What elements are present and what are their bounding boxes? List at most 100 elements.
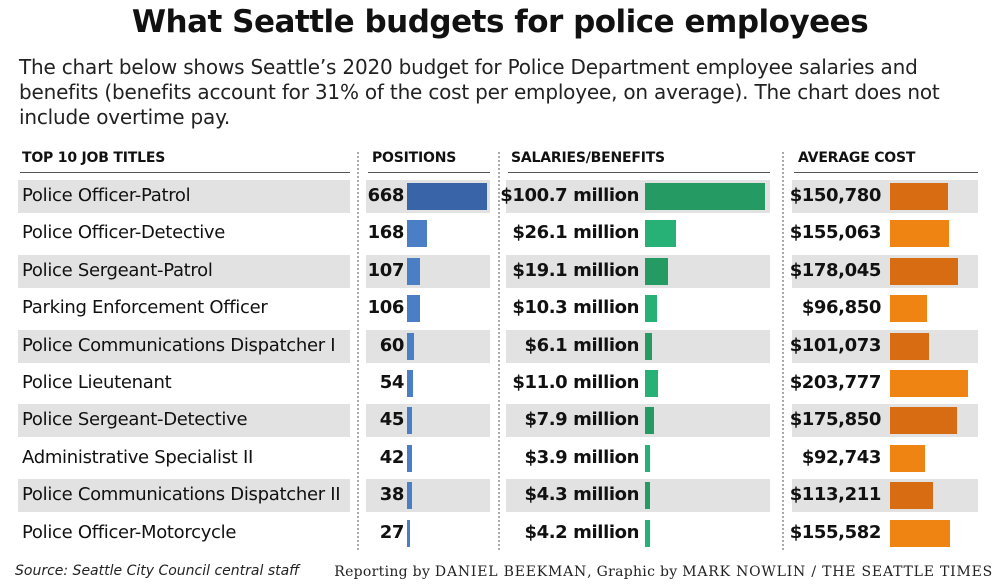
row-shade bbox=[506, 479, 770, 513]
average-cost-bar bbox=[890, 482, 934, 510]
table-row: Parking Enforcement Officer 106 $10.3 mill… bbox=[0, 290, 1000, 327]
row-shade bbox=[792, 329, 978, 363]
column-divider bbox=[498, 152, 500, 550]
average-cost-bar bbox=[890, 257, 959, 285]
average-cost-value: $203,777 bbox=[789, 372, 882, 393]
average-cost-value: $155,582 bbox=[789, 521, 882, 543]
credit-outlet: / THE SEATTLE TIMES bbox=[806, 564, 993, 580]
table-row: Police Sergeant-Patrol 107 $19.1 million $1… bbox=[0, 253, 1000, 290]
job-title-label: Police Officer-Motorcycle bbox=[22, 521, 237, 543]
positions-value: 107 bbox=[367, 259, 405, 281]
credit-designer: MARK NOWLIN bbox=[682, 564, 807, 580]
table-row: Police Sergeant-Detective 45 $7.9 million $… bbox=[0, 402, 1000, 439]
table-row: Administrative Specialist II 42 $3.9 milli… bbox=[0, 440, 1000, 477]
average-cost-bar bbox=[890, 183, 948, 210]
positions-bar bbox=[407, 332, 415, 360]
table-row: Police Officer-Detective 168 $26.1 million… bbox=[0, 215, 1000, 252]
column-divider bbox=[782, 152, 784, 550]
positions-bar bbox=[407, 257, 420, 285]
row-shade bbox=[18, 254, 350, 288]
average-cost-value: $175,850 bbox=[789, 409, 882, 431]
row-shade bbox=[366, 329, 490, 363]
average-cost-value: $101,073 bbox=[789, 334, 882, 356]
positions-value: 54 bbox=[379, 372, 405, 393]
positions-bar bbox=[407, 444, 413, 472]
salaries-value: $100.7 million bbox=[500, 185, 639, 206]
average-cost-bar bbox=[890, 332, 929, 360]
job-title-label: Police Officer-Detective bbox=[22, 222, 226, 244]
chart-subtitle: The chart below shows Seattle’s 2020 bud… bbox=[19, 55, 940, 129]
job-title-label: Police Communications Dispatcher I bbox=[22, 334, 336, 356]
row-shade bbox=[18, 479, 350, 513]
table-row: Police Officer-Patrol 668 $100.7 million $1… bbox=[0, 178, 1000, 215]
positions-value: 668 bbox=[367, 185, 405, 206]
average-cost-value: $96,850 bbox=[801, 297, 882, 319]
row-shade bbox=[18, 404, 350, 438]
salaries-bar bbox=[645, 407, 655, 435]
average-cost-bar bbox=[890, 295, 928, 323]
row-shade bbox=[18, 180, 350, 213]
salaries-value: $26.1 million bbox=[512, 222, 639, 244]
positions-value: 45 bbox=[379, 409, 405, 431]
source-note: Source: Seattle City Council central sta… bbox=[15, 563, 300, 579]
header-salaries: SALARIES/BENEFITS bbox=[511, 150, 665, 166]
column-divider bbox=[357, 152, 359, 550]
table-row: Police Communications Dispatcher II 38 $4.… bbox=[0, 477, 1000, 514]
job-title-label: Parking Enforcement Officer bbox=[22, 297, 268, 319]
job-title-label: Police Sergeant-Patrol bbox=[22, 259, 213, 281]
salaries-bar bbox=[645, 444, 650, 472]
job-title-label: Police Officer-Patrol bbox=[22, 185, 191, 206]
salaries-value: $19.1 million bbox=[512, 259, 639, 281]
header-average-cost: AVERAGE COST bbox=[798, 150, 916, 166]
salaries-bar bbox=[645, 295, 658, 323]
average-cost-value: $155,063 bbox=[789, 222, 882, 244]
salaries-bar bbox=[645, 519, 650, 547]
salaries-bar bbox=[645, 220, 677, 248]
positions-bar bbox=[407, 519, 411, 547]
header-rule-titles bbox=[20, 172, 350, 173]
salaries-bar bbox=[645, 257, 668, 285]
header-rule-cost bbox=[794, 172, 978, 173]
salaries-value: $7.9 million bbox=[524, 409, 640, 431]
row-shade bbox=[506, 329, 770, 363]
positions-bar bbox=[407, 183, 487, 210]
credit-reporting-prefix: Reporting by bbox=[334, 564, 431, 580]
average-cost-value: $178,045 bbox=[789, 259, 882, 281]
average-cost-bar bbox=[890, 407, 958, 435]
salaries-value: $10.3 million bbox=[512, 297, 639, 319]
row-shade bbox=[366, 254, 490, 288]
salaries-value: $4.2 million bbox=[524, 521, 640, 543]
row-shade bbox=[366, 479, 490, 513]
credit-line: Reporting by DANIEL BEEKMAN, Graphic by … bbox=[334, 564, 993, 580]
row-shade bbox=[366, 404, 490, 438]
job-title-label: Administrative Specialist II bbox=[22, 446, 253, 468]
average-cost-value: $113,211 bbox=[789, 484, 882, 506]
positions-bar bbox=[407, 370, 414, 397]
table-row: Police Lieutenant 54 $11.0 million $203,777 bbox=[0, 365, 1000, 402]
row-shade bbox=[506, 254, 770, 288]
positions-value: 27 bbox=[379, 521, 405, 543]
job-title-label: Police Communications Dispatcher II bbox=[22, 484, 341, 506]
positions-value: 60 bbox=[379, 334, 405, 356]
positions-value: 38 bbox=[379, 484, 405, 506]
table-row: Police Communications Dispatcher I 60 $6.1… bbox=[0, 328, 1000, 365]
header-rule-positions bbox=[368, 172, 490, 173]
average-cost-value: $92,743 bbox=[801, 446, 882, 468]
average-cost-bar bbox=[890, 444, 926, 472]
row-shade bbox=[18, 329, 350, 363]
job-title-label: Police Lieutenant bbox=[22, 372, 172, 393]
header-positions: POSITIONS bbox=[372, 150, 457, 166]
positions-bar bbox=[407, 407, 413, 435]
positions-value: 168 bbox=[367, 222, 405, 244]
salaries-value: $3.9 million bbox=[524, 446, 640, 468]
salaries-value: $11.0 million bbox=[512, 372, 639, 393]
job-title-label: Police Sergeant-Detective bbox=[22, 409, 248, 431]
salaries-bar bbox=[645, 482, 651, 510]
salaries-bar bbox=[645, 332, 653, 360]
positions-bar bbox=[407, 220, 428, 248]
salaries-value: $4.3 million bbox=[524, 484, 640, 506]
positions-bar bbox=[407, 295, 420, 323]
average-cost-value: $150,780 bbox=[789, 185, 882, 206]
salaries-bar bbox=[645, 370, 659, 397]
header-job-titles: TOP 10 JOB TITLES bbox=[22, 150, 166, 166]
